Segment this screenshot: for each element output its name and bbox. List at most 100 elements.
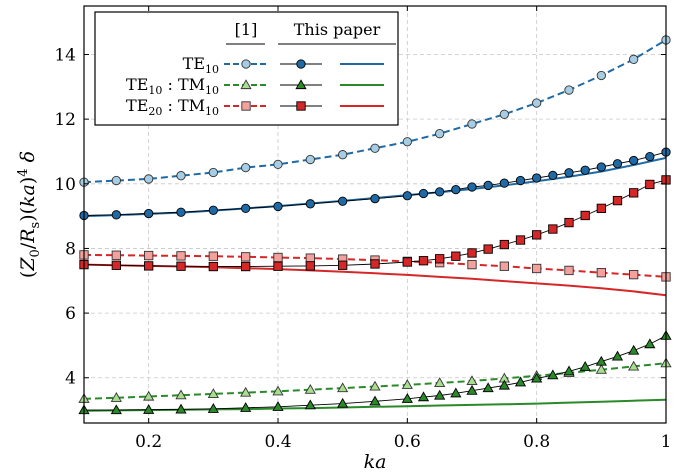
data-point xyxy=(579,361,591,371)
x-tick-label: 0.8 xyxy=(523,432,550,452)
data-point xyxy=(176,207,186,217)
y-axis-label: (Z0/Rs)(ka)4 δ xyxy=(16,151,43,278)
data-point xyxy=(611,350,624,361)
data-point xyxy=(435,187,445,197)
x-axis-label: ka xyxy=(364,451,387,473)
data-point xyxy=(499,239,509,250)
data-point xyxy=(417,391,430,402)
data-point xyxy=(273,201,283,212)
data-point xyxy=(564,265,574,276)
legend-label: TE10 : TM10 xyxy=(126,75,219,97)
data-point xyxy=(111,250,121,260)
series-te10-ours_curve xyxy=(83,156,667,218)
legend-label: TE20 : TM10 xyxy=(126,96,219,118)
legend-ref-marker xyxy=(241,59,251,69)
y-tick-label: 14 xyxy=(54,45,76,65)
data-point xyxy=(273,252,283,263)
data-point xyxy=(564,217,574,228)
data-point xyxy=(596,203,606,214)
data-point xyxy=(143,390,155,401)
data-point xyxy=(450,387,462,398)
data-point xyxy=(629,54,639,64)
data-point xyxy=(144,261,154,271)
data-point xyxy=(272,385,284,396)
data-point xyxy=(273,261,283,271)
data-point xyxy=(369,380,381,391)
series-te20-tm10-ours_curve xyxy=(83,263,667,297)
data-point xyxy=(369,395,381,406)
data-point xyxy=(628,344,640,355)
data-point xyxy=(305,154,315,165)
data-point xyxy=(629,155,639,166)
data-point xyxy=(241,203,251,214)
legend-ref-marker xyxy=(240,79,252,90)
data-point xyxy=(595,355,607,366)
data-point xyxy=(111,210,121,220)
legend-label: TE10 xyxy=(183,54,219,76)
data-point xyxy=(304,383,316,394)
data-point xyxy=(241,261,251,272)
series-layer xyxy=(78,35,672,415)
series-line xyxy=(83,156,667,218)
legend-ours-marker xyxy=(296,59,306,69)
data-point xyxy=(451,251,461,261)
data-point xyxy=(547,369,559,380)
data-point xyxy=(499,109,509,119)
data-point xyxy=(111,260,121,270)
data-point xyxy=(143,404,155,414)
data-point xyxy=(467,182,477,192)
data-point xyxy=(337,397,349,408)
data-point xyxy=(240,386,252,397)
data-point xyxy=(596,70,606,81)
x-tick-label: 0.6 xyxy=(394,432,421,452)
data-point xyxy=(483,244,493,254)
y-tick-label: 6 xyxy=(65,304,76,324)
data-point xyxy=(370,143,380,153)
data-point xyxy=(144,250,154,261)
data-point xyxy=(499,261,509,271)
data-point xyxy=(514,376,527,387)
data-point xyxy=(499,178,509,188)
legend-row xyxy=(224,59,384,69)
y-tick-label: 4 xyxy=(65,369,76,389)
data-point xyxy=(435,254,445,264)
data-point xyxy=(110,404,122,415)
data-point xyxy=(176,171,186,181)
data-point xyxy=(241,252,251,262)
legend-header-ours: This paper xyxy=(294,20,381,39)
x-tick-label: 0.2 xyxy=(135,432,162,452)
data-point xyxy=(402,191,412,201)
data-point xyxy=(434,377,446,387)
data-point xyxy=(532,173,542,183)
data-point xyxy=(370,194,380,204)
data-point xyxy=(466,375,478,386)
data-point xyxy=(435,129,445,139)
data-point xyxy=(338,260,348,270)
data-point xyxy=(515,175,526,186)
series-te10-ours_markers xyxy=(79,147,671,221)
legend-ours-marker xyxy=(296,101,306,111)
data-point xyxy=(418,188,429,199)
data-point xyxy=(644,338,656,349)
data-point xyxy=(483,180,493,191)
legend-ours-marker xyxy=(295,79,307,90)
data-point xyxy=(402,137,412,147)
data-point xyxy=(207,388,219,398)
series-line xyxy=(83,179,667,267)
data-point xyxy=(176,251,186,261)
data-point xyxy=(532,230,542,240)
data-point xyxy=(305,253,315,263)
series-te10-ref xyxy=(79,35,671,187)
data-point xyxy=(466,384,478,395)
data-point xyxy=(176,261,186,271)
data-point xyxy=(401,393,413,403)
data-point xyxy=(241,162,251,173)
legend-row xyxy=(224,101,384,111)
data-point xyxy=(240,402,252,412)
data-point xyxy=(208,261,218,272)
data-point xyxy=(580,210,590,221)
series-te10-tm10-ours_markers xyxy=(78,329,672,415)
